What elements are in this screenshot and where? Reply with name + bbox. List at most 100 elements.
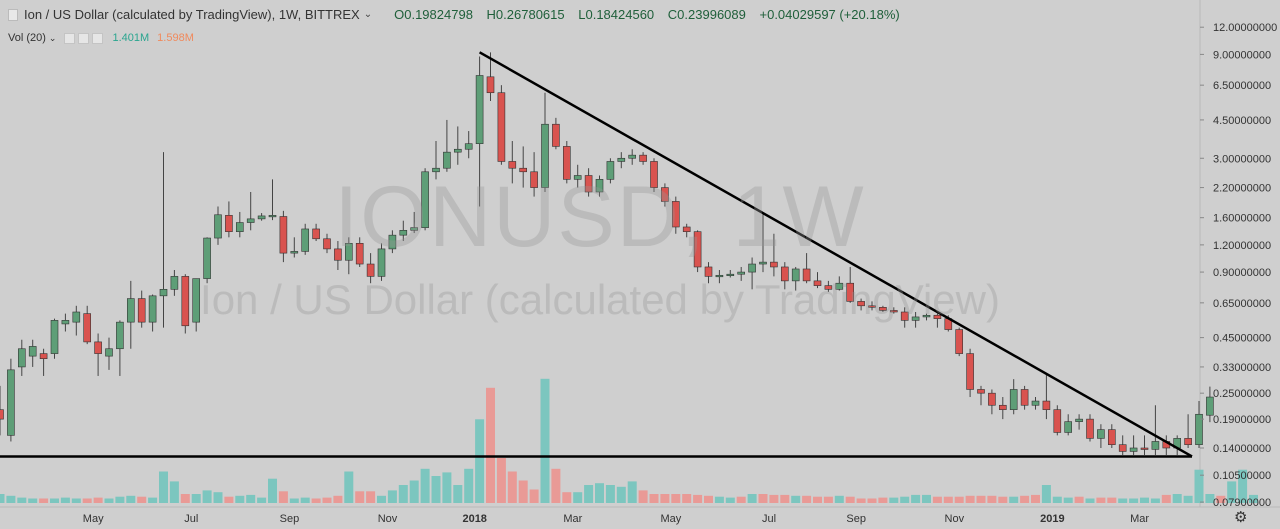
candle-down: [857, 301, 865, 307]
time-tick-label: Jul: [184, 513, 198, 525]
volume-bar: [780, 494, 790, 503]
volume-bar: [0, 494, 5, 503]
volume-bar: [344, 471, 354, 503]
volume-bar: [387, 490, 397, 503]
volume-bar: [922, 494, 931, 503]
volume-bar: [93, 497, 103, 503]
volume-bar: [878, 497, 888, 503]
candle-up: [388, 234, 397, 250]
volume-bar: [856, 498, 866, 503]
candle-up: [464, 143, 473, 150]
candle-up: [726, 273, 735, 277]
price-tick-label: 0.65000000: [1213, 298, 1271, 310]
gear-icon[interactable]: ⚙: [1234, 509, 1248, 526]
candle-up: [1031, 400, 1040, 406]
volume-bar: [213, 492, 223, 503]
volume-bar: [50, 498, 59, 503]
candle-up: [1064, 421, 1072, 433]
volume-bar: [39, 498, 49, 503]
trendlines[interactable]: [0, 51, 1193, 458]
volume-bar: [965, 495, 975, 503]
candle-up: [1075, 418, 1083, 422]
volume-bar: [398, 485, 408, 503]
candle-down: [802, 268, 811, 282]
candle-down: [900, 311, 909, 321]
volume-bar: [1216, 495, 1226, 503]
volume-bar: [1052, 496, 1062, 503]
grid: [0, 0, 1280, 508]
volume-bar: [769, 494, 779, 503]
candle-up: [1097, 429, 1105, 439]
volume-bar: [159, 471, 168, 503]
candle-up: [432, 167, 440, 173]
price-tick-label: 0.07900000: [1213, 497, 1271, 509]
candle-down: [552, 123, 560, 147]
candle-down: [998, 404, 1007, 410]
candle-up: [127, 298, 135, 323]
candle-down: [682, 226, 691, 232]
candle-up: [791, 268, 800, 282]
close-icon[interactable]: [92, 32, 104, 44]
candle-down: [1086, 418, 1094, 439]
volume-bar: [126, 495, 136, 503]
volume-bar: [823, 496, 833, 503]
candle-down: [661, 187, 669, 202]
candle-down: [497, 92, 506, 162]
volume-bar: [551, 468, 561, 503]
price-tick-label: 9.00000000: [1213, 49, 1271, 61]
volume-bar: [464, 468, 474, 503]
candle-down: [780, 266, 789, 282]
candle-down: [889, 310, 898, 313]
volume-ma-value: 1.598M: [157, 32, 194, 44]
candle-up: [61, 320, 70, 325]
time-tick-label: Jul: [762, 513, 776, 525]
descending-resistance-line: [478, 51, 1193, 458]
candle-down: [813, 280, 822, 286]
volume-bar: [475, 419, 485, 503]
volume-bar: [638, 490, 648, 503]
chevron-down-icon[interactable]: ⌄: [363, 9, 373, 20]
candle-down: [508, 161, 517, 169]
candle-down: [366, 263, 375, 277]
volume-bar: [17, 497, 27, 503]
volume-bar: [268, 478, 277, 503]
candle-up: [148, 295, 157, 323]
candle-down: [334, 248, 342, 261]
change-value: +0.04029597 (+20.18%): [759, 7, 900, 22]
volume-bar: [616, 486, 626, 503]
volume-bar: [791, 495, 801, 503]
volume-bar: [1020, 495, 1030, 503]
volume-indicator-label[interactable]: Vol (20): [8, 32, 46, 44]
candle-down: [977, 389, 985, 394]
volume-bar: [169, 481, 179, 503]
candle-down: [704, 266, 713, 277]
price-tick-label: 3.00000000: [1213, 153, 1271, 165]
candle-up: [443, 151, 451, 169]
candle-up: [715, 274, 724, 278]
candle-down: [519, 167, 528, 173]
volume-bar: [6, 495, 16, 503]
eye-icon[interactable]: [64, 32, 76, 44]
volume-bar: [911, 494, 921, 503]
time-tick-label: Nov: [378, 513, 398, 525]
time-axis[interactable]: May Jul Sep Nov 2018 Mar May Jul Sep Nov 2019 Mar: [83, 513, 1150, 525]
symbol-title[interactable]: Ion / US Dollar (calculated by TradingVi…: [24, 7, 360, 22]
volume-bar: [496, 458, 506, 503]
volume-bar: [1227, 481, 1237, 503]
price-tick-label: 2.20000000: [1213, 183, 1271, 195]
time-tick-label: Mar: [563, 513, 582, 525]
volume-bar: [725, 497, 735, 503]
candle-down: [650, 161, 658, 188]
chevron-down-icon[interactable]: ⌄: [48, 32, 57, 43]
candle-down: [639, 154, 647, 162]
settings-small-icon[interactable]: [78, 32, 90, 44]
volume-bar: [1085, 498, 1095, 503]
price-tick-label: 0.14000000: [1213, 443, 1271, 455]
price-axis[interactable]: 12.00000000 9.00000000 6.50000000 4.5000000…: [1200, 22, 1277, 509]
volume-bar: [246, 494, 256, 503]
candle-up: [835, 282, 844, 290]
price-tick-label: 0.10500000: [1213, 470, 1271, 482]
candle-down: [530, 171, 538, 188]
time-tick-label: 2018: [462, 513, 486, 525]
